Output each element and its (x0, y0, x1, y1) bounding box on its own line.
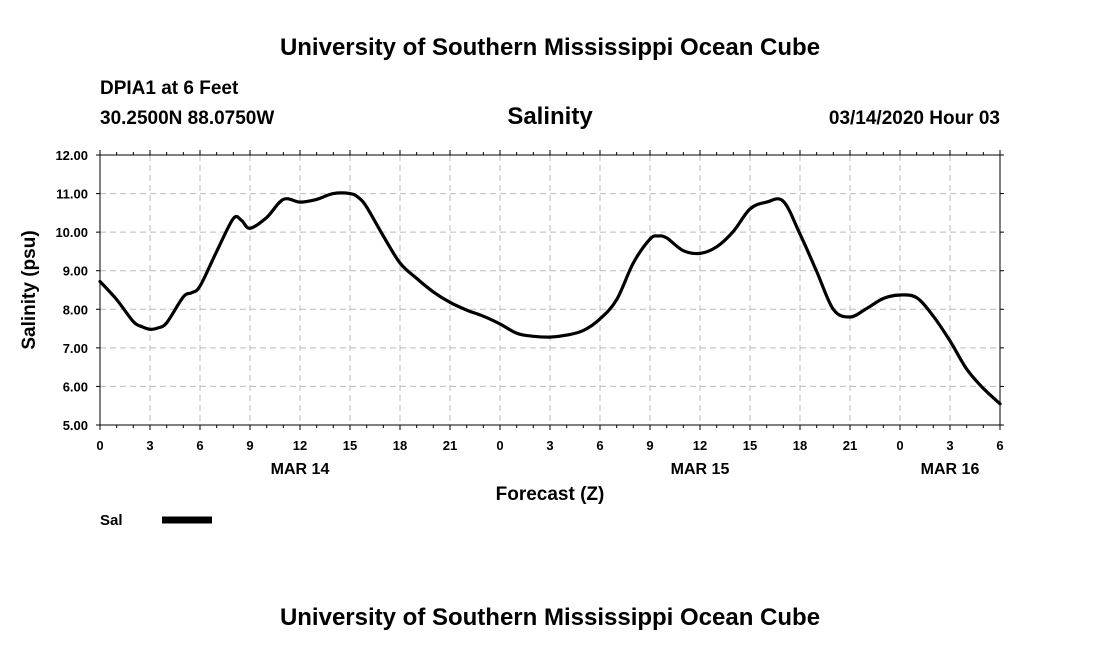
x-tick-label: 3 (546, 438, 553, 453)
date-label: MAR 15 (671, 461, 730, 478)
y-tick-labels: 5.00 6.00 7.00 8.00 9.00 10.00 11.00 12.00 (55, 148, 88, 433)
grid-layer (100, 155, 1000, 425)
x-tick-label: 21 (443, 438, 457, 453)
x-tick-label: 18 (793, 438, 807, 453)
x-tick-label: 18 (393, 438, 407, 453)
y-tick-label: 11.00 (56, 187, 88, 202)
x-tick-label: 3 (946, 438, 953, 453)
plot-area (96, 150, 1004, 430)
x-tick-label: 12 (693, 438, 707, 453)
y-tick-label: 9.00 (63, 264, 88, 279)
y-tick-label: 7.00 (63, 341, 88, 356)
x-tick-labels: 0 3 6 9 12 15 18 21 0 3 6 9 12 15 18 21 0 3 6 (96, 438, 1003, 453)
legend-label: Sal (100, 512, 123, 529)
header-title: University of Southern Mississippi Ocean… (280, 34, 820, 61)
x-tick-label: 6 (596, 438, 603, 453)
x-tick-label: 21 (843, 438, 857, 453)
coordinates-label: 30.2500N 88.0750W (100, 108, 274, 129)
date-label: MAR 14 (271, 461, 330, 478)
x-tick-label: 0 (96, 438, 103, 453)
y-tick-label: 8.00 (63, 302, 88, 317)
x-tick-label: 6 (996, 438, 1003, 453)
station-label: DPIA1 at 6 Feet (100, 78, 239, 99)
x-tick-label: 9 (246, 438, 253, 453)
y-tick-label: 6.00 (63, 379, 88, 394)
date-labels: MAR 14 MAR 15 MAR 16 (271, 461, 980, 478)
x-tick-label: 12 (293, 438, 307, 453)
y-tick-label: 12.00 (55, 148, 88, 163)
chart-title: Salinity (507, 103, 593, 130)
x-tick-label: 15 (743, 438, 757, 453)
y-axis-label: Salinity (psu) (19, 230, 40, 349)
date-label: MAR 16 (921, 461, 980, 478)
y-tick-label: 5.00 (63, 418, 88, 433)
x-tick-label: 3 (146, 438, 153, 453)
x-tick-label: 15 (343, 438, 357, 453)
x-axis-label: Forecast (Z) (496, 484, 605, 505)
x-tick-label: 0 (496, 438, 503, 453)
y-tick-label: 10.00 (55, 225, 88, 240)
footer-title: University of Southern Mississippi Ocean… (280, 604, 820, 631)
legend: Sal (100, 512, 212, 529)
x-tick-label: 6 (196, 438, 203, 453)
x-tick-label: 0 (896, 438, 903, 453)
series-line-sal (98, 191, 1002, 406)
x-tick-label: 9 (646, 438, 653, 453)
tick-layer (96, 150, 1004, 430)
timestamp-label: 03/14/2020 Hour 03 (829, 108, 1000, 129)
